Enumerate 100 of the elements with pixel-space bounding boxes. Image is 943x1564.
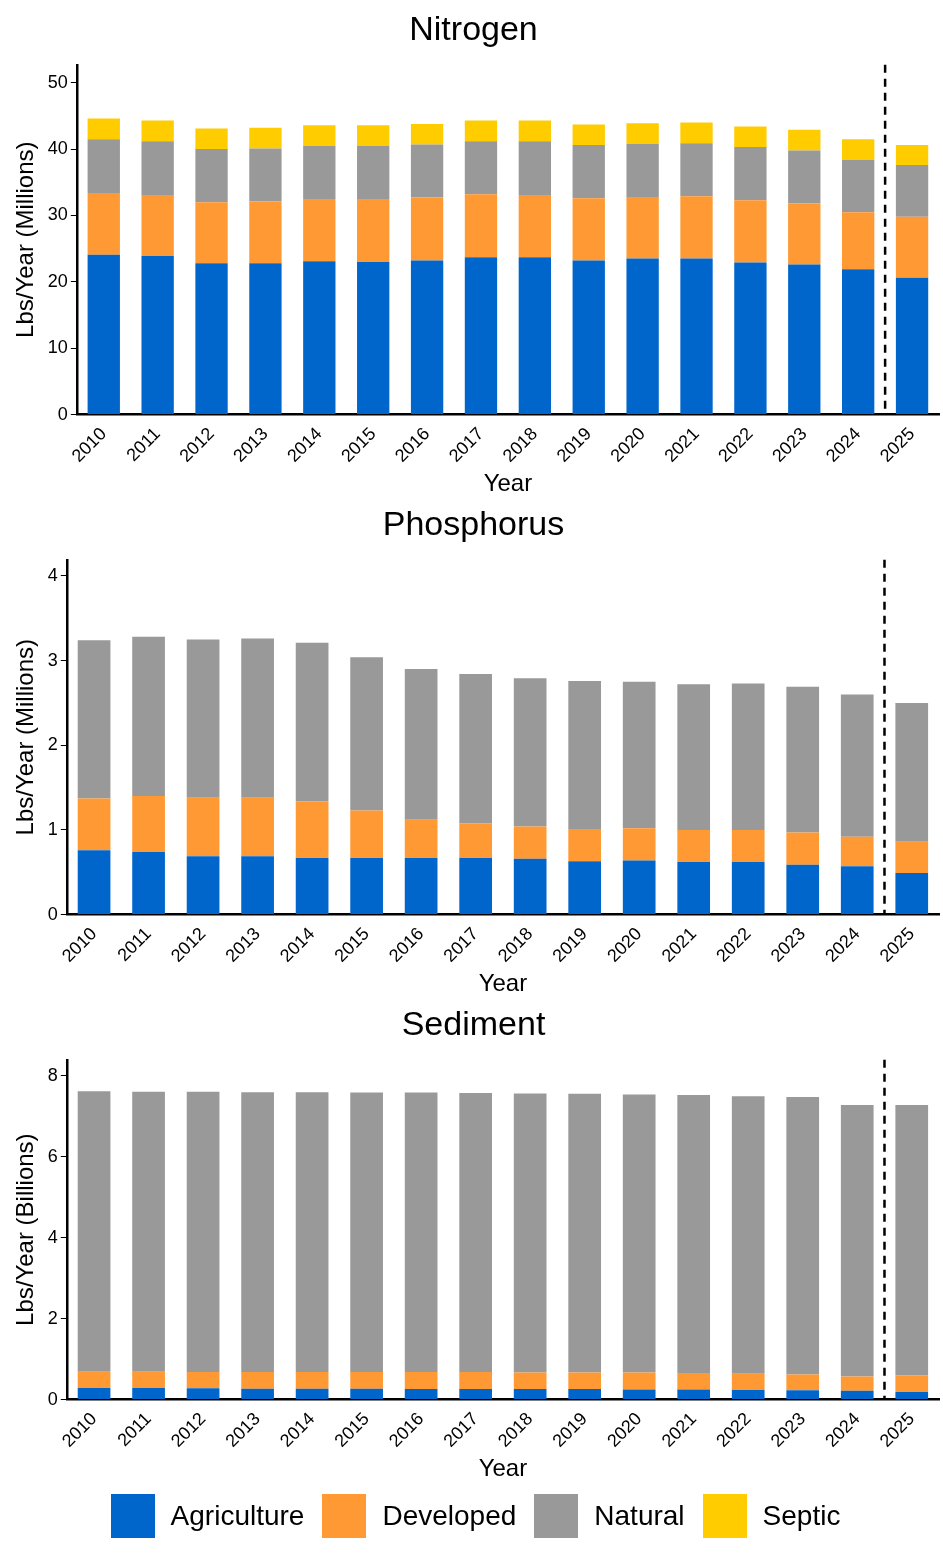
bar — [568, 861, 602, 915]
bar — [895, 1391, 929, 1400]
bar — [350, 857, 383, 915]
bar — [357, 261, 390, 415]
bar — [842, 269, 875, 415]
bar — [680, 258, 713, 415]
bar — [842, 139, 875, 160]
bar — [195, 263, 228, 415]
bar — [295, 642, 329, 802]
legend-label: Agriculture — [170, 1500, 305, 1532]
y-axis-title: Lbs/Year (Millions) — [11, 141, 39, 338]
legend-label: Septic — [762, 1500, 841, 1532]
bar — [518, 257, 552, 415]
bar — [734, 200, 767, 263]
bar — [568, 1372, 602, 1390]
bar — [303, 125, 336, 146]
bar — [677, 1094, 711, 1373]
bar — [186, 639, 220, 798]
bar — [626, 258, 659, 415]
y-tick-label: 3 — [47, 649, 58, 670]
bar — [622, 1372, 656, 1390]
chart-title: Phosphorus — [382, 503, 565, 542]
bar — [786, 1390, 820, 1400]
bar — [786, 864, 820, 915]
y-tick-label: 20 — [47, 270, 68, 291]
bar — [241, 797, 274, 857]
bar — [132, 636, 165, 797]
bar — [350, 1092, 383, 1373]
bar — [249, 201, 282, 264]
y-tick-label: 1 — [47, 818, 58, 839]
bar — [622, 1094, 656, 1373]
bar — [518, 141, 552, 195]
bar — [241, 1092, 274, 1373]
bar — [410, 260, 444, 415]
bar — [731, 862, 765, 915]
bar — [622, 860, 656, 915]
bar — [513, 858, 547, 915]
y-tick-label: 50 — [47, 71, 68, 92]
bar — [132, 796, 165, 852]
bar — [840, 1390, 874, 1400]
bar — [626, 123, 659, 144]
bar — [410, 197, 444, 261]
bar — [513, 826, 547, 859]
bar — [513, 1093, 547, 1373]
bar — [141, 141, 174, 195]
bar — [518, 194, 552, 258]
bar — [186, 1091, 220, 1373]
bar — [303, 261, 336, 415]
bar — [195, 149, 228, 203]
bar — [572, 145, 605, 199]
bar — [677, 862, 711, 915]
bar — [459, 1092, 492, 1373]
bar — [87, 139, 120, 193]
y-tick-label: 8 — [47, 1064, 58, 1085]
bar — [350, 657, 383, 811]
bar — [241, 1372, 274, 1389]
bar — [895, 165, 929, 217]
bar — [464, 141, 498, 195]
bar — [249, 263, 282, 415]
bar — [186, 856, 220, 915]
bar — [357, 125, 390, 146]
bar — [786, 1374, 820, 1391]
bar — [734, 126, 767, 148]
bar — [895, 145, 929, 166]
bar — [141, 255, 174, 415]
y-tick-label: 30 — [47, 204, 68, 225]
bar — [734, 262, 767, 415]
y-tick-label: 40 — [47, 138, 68, 159]
y-axis-title: Lbs/Year (Millions) — [11, 638, 39, 836]
bar — [241, 1388, 274, 1400]
bar — [186, 797, 220, 857]
bar — [840, 836, 874, 867]
bar — [677, 684, 711, 830]
y-tick-label: 2 — [47, 1307, 58, 1328]
bar — [77, 798, 111, 851]
bar — [132, 851, 165, 915]
y-axis-title: Lbs/Year (Billions) — [11, 1133, 39, 1326]
bar — [622, 828, 656, 861]
bar — [518, 120, 552, 142]
bar — [350, 810, 383, 858]
bar — [680, 122, 713, 144]
bar — [677, 1372, 711, 1390]
bar — [141, 194, 174, 256]
bar — [840, 1105, 874, 1377]
chart-title: Nitrogen — [409, 8, 538, 47]
bar — [731, 829, 765, 863]
bar — [295, 801, 329, 858]
bar — [459, 1389, 492, 1400]
bar — [840, 1376, 874, 1391]
bar — [464, 120, 498, 142]
bar — [295, 857, 329, 915]
y-tick-label: 0 — [57, 403, 68, 424]
bar — [786, 832, 820, 865]
legend-label: Developed — [382, 1500, 517, 1532]
bar — [357, 145, 390, 199]
bar — [141, 120, 174, 142]
bar — [77, 850, 111, 915]
bar — [568, 1093, 602, 1373]
bar — [842, 159, 875, 213]
bar — [568, 1389, 602, 1400]
